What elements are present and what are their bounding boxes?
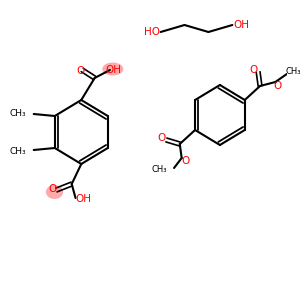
Text: O: O	[49, 184, 57, 194]
Text: OH: OH	[75, 194, 91, 204]
Text: O: O	[273, 81, 281, 91]
Ellipse shape	[102, 62, 123, 76]
Text: O: O	[76, 66, 84, 76]
Text: HO: HO	[144, 27, 160, 37]
Text: OH: OH	[106, 65, 122, 75]
Text: CH₃: CH₃	[286, 68, 300, 76]
Text: OH: OH	[233, 20, 249, 30]
Ellipse shape	[46, 185, 63, 199]
Text: CH₃: CH₃	[152, 166, 167, 175]
Text: CH₃: CH₃	[10, 146, 26, 155]
Text: O: O	[249, 65, 257, 75]
Text: CH₃: CH₃	[10, 109, 26, 118]
Text: O: O	[182, 156, 190, 166]
Text: O: O	[158, 133, 166, 143]
